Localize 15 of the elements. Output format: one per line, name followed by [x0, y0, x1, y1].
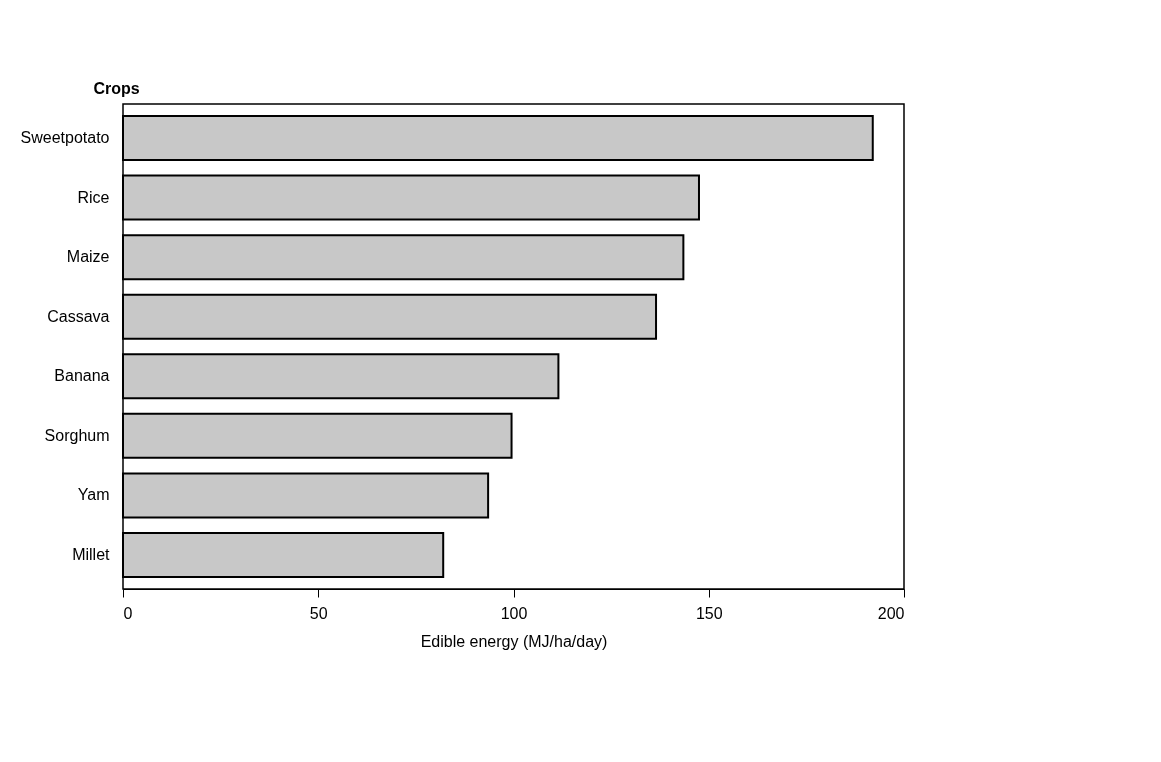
y-tick-label: Sorghum: [44, 426, 110, 444]
x-axis-title: Edible energy (MJ/ha/day): [420, 632, 608, 650]
y-axis-title: Crops: [93, 79, 140, 97]
x-tick-label: 200: [877, 604, 905, 622]
y-tick-label: Rice: [77, 188, 110, 206]
y-tick-label: Cassava: [47, 307, 110, 325]
x-tick-label: 100: [500, 604, 528, 622]
x-tick-label: 150: [695, 604, 723, 622]
y-tick-label: Sweetpotato: [20, 128, 110, 146]
y-tick-label: Maize: [66, 248, 110, 266]
x-tick-label: 0: [123, 604, 133, 622]
y-tick-label: Yam: [77, 486, 110, 504]
y-tick-label: Millet: [72, 546, 111, 564]
x-tick-label: 50: [309, 604, 328, 622]
y-tick-label: Banana: [54, 367, 110, 385]
